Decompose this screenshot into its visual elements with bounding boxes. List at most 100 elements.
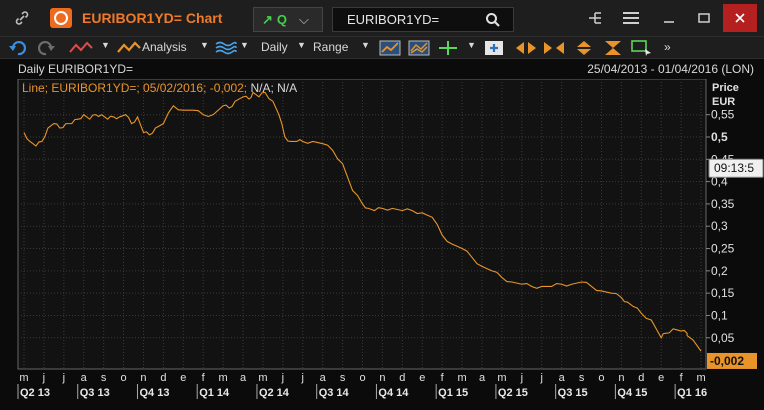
x-month-label: o xyxy=(121,372,127,384)
search-value: EURIBOR1YD= xyxy=(347,12,440,27)
chart-title: Daily EURIBOR1YD= xyxy=(18,62,134,76)
undo-icon[interactable] xyxy=(8,40,28,56)
app-logo-icon xyxy=(50,8,72,28)
analysis-menu[interactable]: Analysis xyxy=(142,40,187,54)
compare-chart-icon[interactable] xyxy=(408,40,430,56)
close-button[interactable] xyxy=(723,4,757,32)
search-input[interactable]: EURIBOR1YD= xyxy=(332,7,514,32)
price-chart[interactable]: 0,550,50,450,40,350,30,250,20,150,10,05m… xyxy=(0,78,764,405)
x-quarter-label: Q2 14 xyxy=(259,387,290,399)
select-area-icon[interactable] xyxy=(631,40,653,56)
x-month-label: a xyxy=(81,372,88,384)
analysis-icon[interactable] xyxy=(117,40,141,56)
x-month-label: m xyxy=(458,372,467,384)
time-badge-label: 09:13:5 xyxy=(714,161,754,175)
y-tick-label: 0,4 xyxy=(711,175,728,189)
y-axis-price-label: Price xyxy=(712,82,739,94)
minimize-button[interactable] xyxy=(658,6,680,30)
x-month-label: j xyxy=(281,372,284,384)
x-month-label: e xyxy=(658,372,664,384)
x-month-label: a xyxy=(240,372,247,384)
line-chart-icon[interactable] xyxy=(68,40,96,56)
x-quarter-label: Q1 16 xyxy=(677,387,707,399)
series-line xyxy=(23,91,702,352)
x-month-label: a xyxy=(320,372,327,384)
x-month-label: a xyxy=(559,372,566,384)
x-month-label: m xyxy=(497,372,506,384)
time-badge xyxy=(708,158,764,178)
x-quarter-label: Q2 15 xyxy=(498,387,528,399)
x-month-label: m xyxy=(219,372,228,384)
y-tick-label: 0,1 xyxy=(711,308,728,322)
x-month-label: s xyxy=(101,372,107,384)
x-quarter-label: Q3 15 xyxy=(558,387,588,399)
x-month-label: m xyxy=(696,372,705,384)
zoom-vertical-icon[interactable] xyxy=(573,40,595,56)
y-tick-label: 0,25 xyxy=(711,242,735,256)
redo-icon[interactable] xyxy=(36,40,56,56)
x-month-label: d xyxy=(638,372,644,384)
chevron-down-icon[interactable]: ▼ xyxy=(297,40,306,50)
x-month-label: o xyxy=(359,372,365,384)
x-month-label: f xyxy=(441,372,445,384)
plot-frame xyxy=(17,78,707,370)
quote-button[interactable]: ↗ Q ⌵ xyxy=(253,7,323,32)
chevron-down-icon[interactable]: ▼ xyxy=(101,40,110,50)
y-tick-label: 0,35 xyxy=(711,197,735,211)
chevron-down-icon[interactable]: ▼ xyxy=(200,40,209,50)
x-quarter-label: Q4 14 xyxy=(378,387,409,399)
x-quarter-label: Q4 15 xyxy=(617,387,647,399)
y-tick-label: 0,2 xyxy=(711,264,728,278)
chart-area[interactable]: 0,550,50,450,40,350,30,250,20,150,10,05m… xyxy=(0,78,764,405)
x-month-label: n xyxy=(379,372,385,384)
x-quarter-label: Q1 14 xyxy=(199,387,230,399)
y-tick-label: 0,5 xyxy=(711,130,728,144)
x-quarter-label: Q3 14 xyxy=(319,387,350,399)
y-axis-currency-label: EUR xyxy=(712,96,735,108)
x-month-label: d xyxy=(160,372,166,384)
last-value-badge xyxy=(707,352,757,369)
maximize-button[interactable] xyxy=(693,6,715,30)
x-quarter-label: Q3 13 xyxy=(80,387,110,399)
x-month-label: n xyxy=(618,372,624,384)
chart-legend: Line; EURIBOR1YD=; 05/02/2016; -0,002; N… xyxy=(22,81,297,95)
x-quarter-label: Q4 13 xyxy=(139,387,169,399)
chevron-down-icon[interactable]: ▼ xyxy=(240,40,249,50)
x-month-label: m xyxy=(258,372,267,384)
interval-menu[interactable]: Daily xyxy=(261,40,288,54)
chart-toolbar: ▼ Analysis ▼ ▼ Daily ▼ Range ▼ ▼ » xyxy=(0,37,764,59)
waves-icon[interactable] xyxy=(215,40,237,56)
add-panel-icon[interactable] xyxy=(484,40,504,56)
menu-icon[interactable] xyxy=(620,6,642,30)
fit-icon[interactable] xyxy=(602,40,624,56)
tree-icon[interactable] xyxy=(584,6,606,30)
zoom-horizontal-icon[interactable] xyxy=(543,40,565,56)
x-month-label: n xyxy=(140,372,146,384)
x-month-label: f xyxy=(202,372,206,384)
crosshair-icon[interactable] xyxy=(437,40,459,56)
scroll-arrows-icon[interactable] xyxy=(515,40,537,56)
more-chevron-icon[interactable]: » xyxy=(664,40,671,54)
chart-date-range: 25/04/2013 - 01/04/2016 (LON) xyxy=(587,62,754,76)
chevron-down-icon[interactable]: ▼ xyxy=(361,40,370,50)
arrow-up-right-icon: ↗ xyxy=(262,11,273,27)
y-tick-label: 0,55 xyxy=(711,108,735,122)
chevron-down-icon[interactable]: ▼ xyxy=(467,40,476,50)
x-month-label: s xyxy=(340,372,346,384)
x-month-label: j xyxy=(301,372,304,384)
y-tick-label: 0,15 xyxy=(711,286,735,300)
x-month-label: a xyxy=(479,372,486,384)
x-month-label: m xyxy=(19,372,28,384)
app-title: EURIBOR1YD= Chart xyxy=(82,10,223,26)
chart-view-icon[interactable] xyxy=(379,40,401,56)
x-month-label: j xyxy=(42,372,45,384)
range-menu[interactable]: Range xyxy=(313,40,349,54)
search-icon[interactable] xyxy=(485,12,501,28)
chart-header: Daily EURIBOR1YD= 25/04/2013 - 01/04/201… xyxy=(18,62,758,78)
chevron-down-icon: ⌵ xyxy=(299,11,309,27)
link-icon[interactable] xyxy=(10,6,34,30)
x-quarter-label: Q1 15 xyxy=(438,387,468,399)
x-month-label: o xyxy=(598,372,604,384)
x-month-label: e xyxy=(180,372,186,384)
x-month-label: j xyxy=(62,372,65,384)
